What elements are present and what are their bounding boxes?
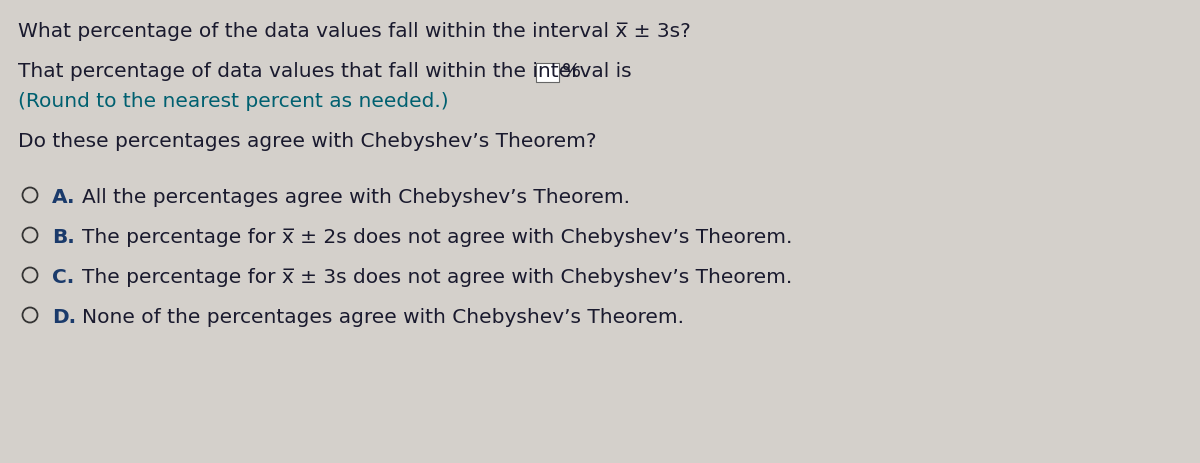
Text: None of the percentages agree with Chebyshev’s Theorem.: None of the percentages agree with Cheby… [82, 307, 684, 326]
Text: B.: B. [52, 227, 74, 246]
Text: All the percentages agree with Chebyshev’s Theorem.: All the percentages agree with Chebyshev… [82, 188, 630, 206]
Text: Do these percentages agree with Chebyshev’s Theorem?: Do these percentages agree with Chebyshe… [18, 131, 596, 150]
Text: The percentage for x̅ ± 3s does not agree with Chebyshev’s Theorem.: The percentage for x̅ ± 3s does not agre… [82, 268, 792, 287]
Text: The percentage for x̅ ± 2s does not agree with Chebyshev’s Theorem.: The percentage for x̅ ± 2s does not agre… [82, 227, 792, 246]
Text: That percentage of data values that fall within the interval is: That percentage of data values that fall… [18, 62, 638, 81]
FancyBboxPatch shape [536, 63, 559, 82]
Text: D.: D. [52, 307, 76, 326]
Text: %: % [562, 62, 581, 81]
Text: What percentage of the data values fall within the interval x̅ ± 3s?: What percentage of the data values fall … [18, 22, 691, 41]
Text: C.: C. [52, 268, 74, 287]
Text: A.: A. [52, 188, 76, 206]
Text: (Round to the nearest percent as needed.): (Round to the nearest percent as needed.… [18, 92, 449, 111]
